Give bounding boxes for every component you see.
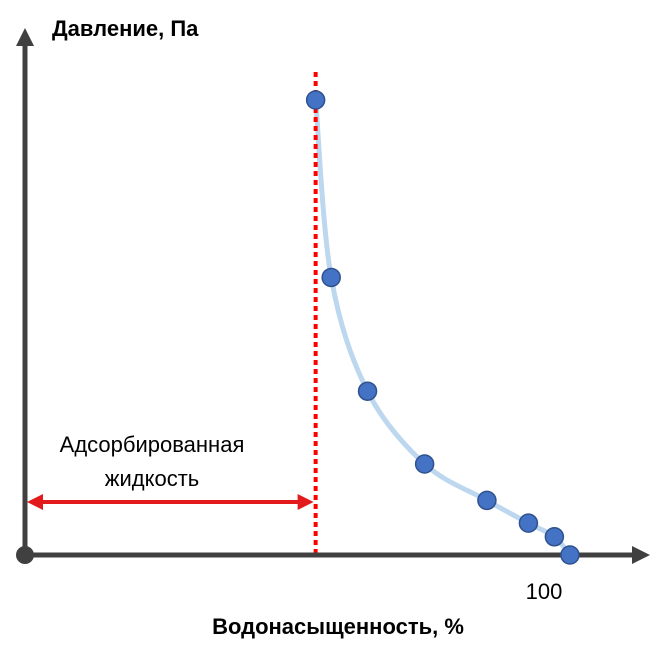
arrowhead-left-icon <box>27 494 43 510</box>
annotation-line-2: жидкость <box>105 466 200 491</box>
x-tick-label: 100 <box>526 579 563 604</box>
data-point <box>544 527 565 547</box>
data-point <box>477 490 497 511</box>
data-points <box>305 90 580 565</box>
data-point <box>321 267 341 288</box>
x-axis-title: Водонасыщенность, % <box>212 614 464 639</box>
data-point <box>357 381 378 401</box>
data-point <box>305 90 326 110</box>
x-axis-arrowhead <box>632 546 650 564</box>
arrowhead-right-icon <box>297 494 314 510</box>
y-axis-arrowhead <box>16 28 34 46</box>
data-point <box>518 513 539 533</box>
fit-curve <box>313 97 573 558</box>
data-point <box>560 545 580 565</box>
annotation-line-1: Адсорбированная <box>60 432 245 457</box>
y-axis-title: Давление, Па <box>52 16 199 41</box>
origin-dot <box>16 546 34 564</box>
data-point <box>414 454 435 474</box>
